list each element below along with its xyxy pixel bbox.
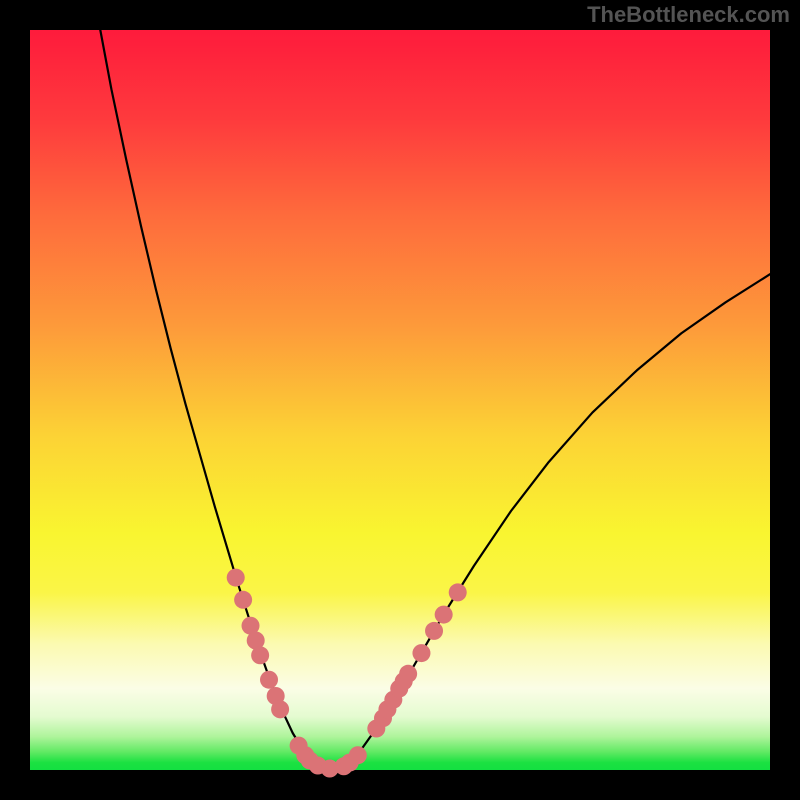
data-marker — [251, 646, 269, 664]
data-marker — [399, 665, 417, 683]
data-marker — [234, 591, 252, 609]
data-marker — [412, 644, 430, 662]
bottleneck-chart — [0, 0, 800, 800]
chart-container: { "watermark": { "text": "TheBottleneck.… — [0, 0, 800, 800]
watermark-text: TheBottleneck.com — [587, 2, 790, 28]
data-marker — [349, 746, 367, 764]
plot-background — [30, 30, 770, 770]
data-marker — [425, 622, 443, 640]
data-marker — [435, 606, 453, 624]
data-marker — [271, 700, 289, 718]
data-marker — [260, 671, 278, 689]
data-marker — [227, 569, 245, 587]
data-marker — [449, 583, 467, 601]
